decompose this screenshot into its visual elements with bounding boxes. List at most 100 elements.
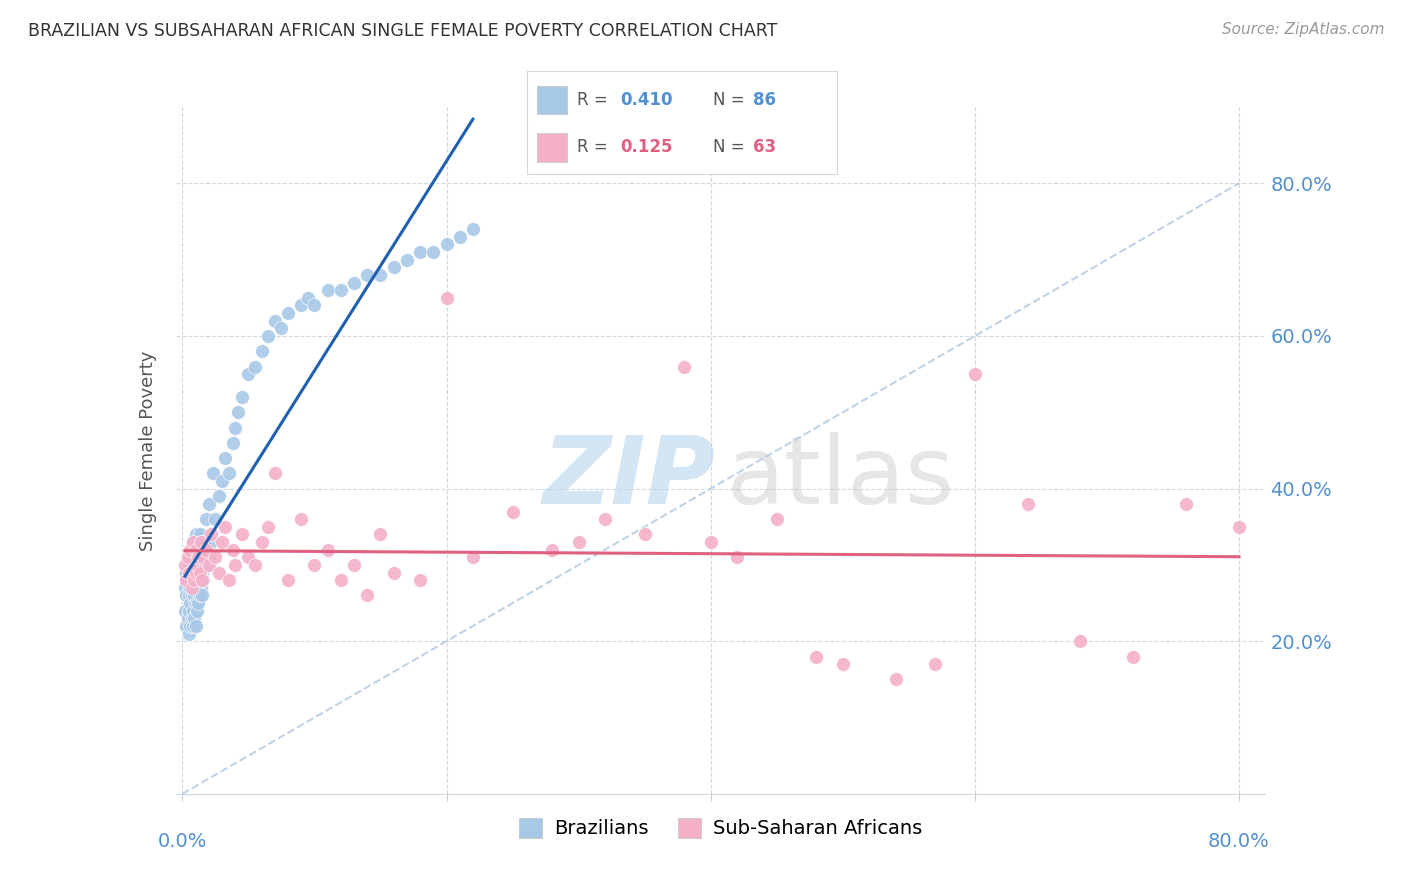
Text: R =: R = [576, 138, 613, 156]
Point [290, 298, 312, 312]
Point [208, 566, 231, 580]
Point [180, 542, 202, 557]
Point [593, 512, 616, 526]
Point [184, 619, 207, 633]
Point [187, 573, 209, 587]
Point [884, 673, 907, 687]
Point [204, 512, 226, 526]
Point [184, 542, 207, 557]
Point [187, 596, 209, 610]
Point [277, 573, 299, 587]
Point [186, 604, 208, 618]
Text: N =: N = [713, 138, 749, 156]
Point [181, 619, 204, 633]
Point [243, 359, 266, 374]
Point [304, 558, 326, 572]
Text: BRAZILIAN VS SUBSAHARAN AFRICAN SINGLE FEMALE POVERTY CORRELATION CHART: BRAZILIAN VS SUBSAHARAN AFRICAN SINGLE F… [28, 22, 778, 40]
Point [180, 611, 202, 625]
Text: 63: 63 [754, 138, 776, 156]
Point [200, 535, 222, 549]
Point [290, 512, 312, 526]
Point [356, 589, 378, 603]
Point [201, 467, 224, 481]
Point [329, 283, 352, 297]
Point [190, 542, 212, 557]
Point [176, 589, 198, 603]
Point [176, 550, 198, 565]
Point [188, 558, 211, 572]
Point [541, 542, 564, 557]
Point [191, 589, 214, 603]
FancyBboxPatch shape [537, 133, 568, 161]
Point [382, 566, 405, 580]
Text: 80.0%: 80.0% [1208, 831, 1270, 851]
Point [193, 550, 215, 565]
Point [356, 268, 378, 282]
Point [174, 558, 197, 572]
Y-axis label: Single Female Poverty: Single Female Poverty [139, 351, 157, 550]
Point [304, 298, 326, 312]
Point [174, 581, 197, 595]
Point [191, 573, 214, 587]
Point [197, 550, 219, 565]
Point [226, 405, 249, 419]
Point [1017, 497, 1039, 511]
Point [1227, 520, 1250, 534]
Point [270, 321, 292, 335]
Point [250, 344, 273, 359]
Point [188, 589, 211, 603]
Point [1122, 649, 1144, 664]
Point [200, 527, 222, 541]
Point [187, 550, 209, 565]
Point [180, 589, 202, 603]
Point [181, 604, 204, 618]
Point [197, 497, 219, 511]
Point [221, 435, 243, 450]
Point [191, 566, 214, 580]
Point [190, 535, 212, 549]
Point [831, 657, 853, 672]
Point [221, 542, 243, 557]
Point [190, 581, 212, 595]
Point [395, 252, 418, 267]
Point [195, 542, 218, 557]
Point [568, 535, 591, 549]
Point [176, 573, 198, 587]
Point [699, 535, 721, 549]
Point [461, 550, 484, 565]
FancyBboxPatch shape [537, 86, 568, 114]
Point [461, 222, 484, 236]
Point [184, 550, 207, 565]
Point [963, 367, 986, 381]
Point [449, 229, 471, 244]
Point [184, 581, 207, 595]
Point [179, 619, 201, 633]
Point [177, 589, 200, 603]
Point [179, 550, 201, 565]
Point [193, 573, 215, 587]
Point [193, 535, 215, 549]
Point [191, 535, 214, 549]
Text: 0.410: 0.410 [620, 91, 672, 109]
Point [343, 276, 366, 290]
Point [183, 589, 205, 603]
Point [181, 566, 204, 580]
Point [806, 649, 828, 664]
Point [422, 245, 444, 260]
Text: atlas: atlas [725, 432, 955, 524]
Point [370, 268, 392, 282]
Text: 0.125: 0.125 [620, 138, 672, 156]
Point [218, 573, 240, 587]
Point [211, 474, 233, 488]
Point [924, 657, 946, 672]
Point [184, 566, 207, 580]
Point [195, 558, 218, 572]
Point [231, 390, 253, 404]
Point [224, 420, 246, 434]
Point [177, 566, 200, 580]
Point [186, 581, 208, 595]
Point [176, 611, 198, 625]
Point [765, 512, 787, 526]
Point [1069, 634, 1091, 648]
Point [238, 550, 260, 565]
